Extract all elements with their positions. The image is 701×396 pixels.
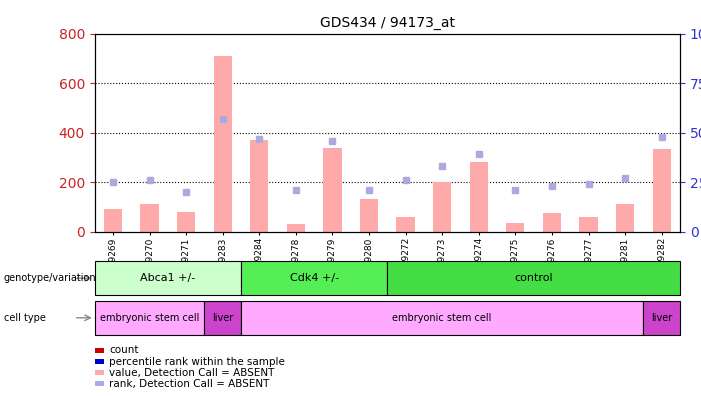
- Text: rank, Detection Call = ABSENT: rank, Detection Call = ABSENT: [109, 379, 270, 389]
- Bar: [360, 200, 378, 232]
- Text: count: count: [109, 345, 139, 356]
- Text: liver: liver: [651, 313, 672, 323]
- Bar: [250, 140, 268, 232]
- Text: Cdk4 +/-: Cdk4 +/-: [290, 273, 339, 283]
- Bar: [653, 149, 671, 232]
- Bar: [506, 223, 524, 232]
- Bar: [323, 147, 341, 232]
- Text: embryonic stem cell: embryonic stem cell: [100, 313, 199, 323]
- Bar: [287, 224, 305, 232]
- Text: genotype/variation: genotype/variation: [4, 273, 96, 283]
- Bar: [543, 213, 561, 232]
- Text: Abca1 +/-: Abca1 +/-: [140, 273, 196, 283]
- Bar: [140, 204, 158, 232]
- Text: liver: liver: [212, 313, 233, 323]
- Bar: [616, 204, 634, 232]
- Title: GDS434 / 94173_at: GDS434 / 94173_at: [320, 16, 455, 30]
- Bar: [214, 56, 232, 232]
- Text: embryonic stem cell: embryonic stem cell: [393, 313, 492, 323]
- Text: value, Detection Call = ABSENT: value, Detection Call = ABSENT: [109, 367, 275, 378]
- Bar: [177, 212, 196, 232]
- Bar: [470, 162, 488, 232]
- Bar: [433, 182, 451, 232]
- Text: control: control: [515, 273, 553, 283]
- Bar: [579, 217, 598, 232]
- Text: percentile rank within the sample: percentile rank within the sample: [109, 356, 285, 367]
- Bar: [104, 209, 122, 232]
- Text: cell type: cell type: [4, 313, 46, 323]
- Bar: [397, 217, 415, 232]
